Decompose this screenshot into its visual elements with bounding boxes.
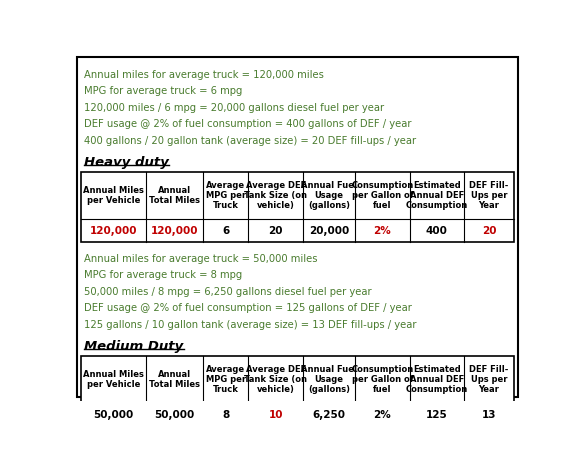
Text: 13: 13: [482, 410, 496, 420]
Text: 8: 8: [222, 410, 230, 420]
Text: 6,250: 6,250: [313, 410, 346, 420]
Text: Estimated
Annual DEF
Consumption: Estimated Annual DEF Consumption: [405, 180, 468, 211]
Text: DEF Fill-
Ups per
Year: DEF Fill- Ups per Year: [469, 180, 509, 211]
Text: Annual
Total Miles: Annual Total Miles: [149, 370, 200, 389]
Text: DEF Fill-
Ups per
Year: DEF Fill- Ups per Year: [469, 364, 509, 395]
Text: 20: 20: [269, 226, 283, 236]
Text: 125 gallons / 10 gallon tank (average size) = 13 DEF fill-ups / year: 125 gallons / 10 gallon tank (average si…: [84, 320, 416, 330]
Text: Annual Miles
per Vehicle: Annual Miles per Vehicle: [83, 186, 144, 205]
Text: 120,000 miles / 6 mpg = 20,000 gallons diesel fuel per year: 120,000 miles / 6 mpg = 20,000 gallons d…: [84, 103, 384, 113]
FancyBboxPatch shape: [81, 356, 514, 427]
Text: 125: 125: [426, 410, 448, 420]
Text: Annual miles for average truck = 120,000 miles: Annual miles for average truck = 120,000…: [84, 70, 324, 80]
Text: 50,000: 50,000: [93, 410, 133, 420]
Text: 2%: 2%: [374, 226, 391, 236]
Text: 6: 6: [222, 226, 230, 236]
Text: Annual Fuel
Usage
(gallons): Annual Fuel Usage (gallons): [301, 364, 357, 395]
Text: 400: 400: [426, 226, 448, 236]
Text: 120,000: 120,000: [151, 226, 198, 236]
Text: Consumption
per Gallon of
fuel: Consumption per Gallon of fuel: [351, 180, 414, 211]
Text: DEF usage @ 2% of fuel consumption = 125 gallons of DEF / year: DEF usage @ 2% of fuel consumption = 125…: [84, 303, 412, 314]
Text: 50,000: 50,000: [155, 410, 195, 420]
Text: 2%: 2%: [374, 410, 391, 420]
Text: 120,000: 120,000: [90, 226, 137, 236]
Text: MPG for average truck = 8 mpg: MPG for average truck = 8 mpg: [84, 270, 242, 280]
Text: Annual Fuel
Usage
(gallons): Annual Fuel Usage (gallons): [301, 180, 357, 211]
Text: Annual miles for average truck = 50,000 miles: Annual miles for average truck = 50,000 …: [84, 254, 317, 264]
Text: Annual Miles
per Vehicle: Annual Miles per Vehicle: [83, 370, 144, 389]
Text: Consumption
per Gallon of
fuel: Consumption per Gallon of fuel: [351, 364, 414, 395]
Text: Medium Duty: Medium Duty: [84, 339, 183, 352]
Text: Average DEF
Tank Size (on
vehicle): Average DEF Tank Size (on vehicle): [244, 180, 307, 211]
Text: DEF usage @ 2% of fuel consumption = 400 gallons of DEF / year: DEF usage @ 2% of fuel consumption = 400…: [84, 120, 411, 130]
Text: 20: 20: [482, 226, 496, 236]
Text: Estimated
Annual DEF
Consumption: Estimated Annual DEF Consumption: [405, 364, 468, 395]
Text: 20,000: 20,000: [309, 226, 349, 236]
Text: 50,000 miles / 8 mpg = 6,250 gallons diesel fuel per year: 50,000 miles / 8 mpg = 6,250 gallons die…: [84, 287, 371, 297]
FancyBboxPatch shape: [77, 58, 517, 397]
Text: Average
MPG per
Truck: Average MPG per Truck: [206, 180, 246, 211]
Text: Average DEF
Tank Size (on
vehicle): Average DEF Tank Size (on vehicle): [244, 364, 307, 395]
FancyBboxPatch shape: [81, 172, 514, 243]
Text: Average
MPG per
Truck: Average MPG per Truck: [206, 364, 246, 395]
Text: Heavy duty: Heavy duty: [84, 156, 169, 168]
Text: Annual
Total Miles: Annual Total Miles: [149, 186, 200, 205]
Text: 400 gallons / 20 gallon tank (average size) = 20 DEF fill-ups / year: 400 gallons / 20 gallon tank (average si…: [84, 136, 416, 146]
Text: MPG for average truck = 6 mpg: MPG for average truck = 6 mpg: [84, 86, 242, 96]
Text: 10: 10: [269, 410, 283, 420]
